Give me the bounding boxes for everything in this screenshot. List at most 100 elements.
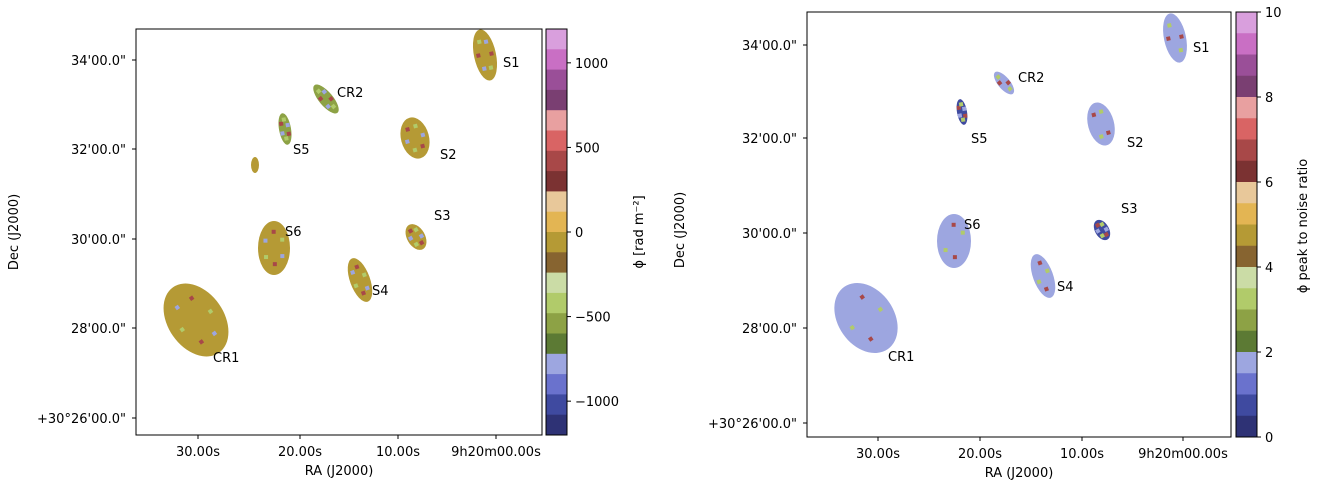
colorbar-tick-label: 10 (1265, 6, 1282, 21)
pixel-speckle (943, 248, 948, 253)
pixel-speckle (488, 65, 494, 71)
right-panel: S1 CR2 S5 S2 S3 S6 S4 CR1 30.00s 20.00s 10.00s 9h2… (673, 6, 1311, 481)
pixel-speckle (280, 237, 285, 242)
pixel-speckle (407, 235, 414, 242)
pixel-speckle (1094, 222, 1101, 229)
pixel-speckle (1103, 231, 1110, 238)
pixel-speckle (364, 285, 370, 291)
left-colorbar-label: ϕ [rad m⁻²] (632, 195, 647, 268)
pixel-speckle (1171, 48, 1177, 54)
right-source-labels: S1 CR2 S5 S2 S3 S6 S4 CR1 (888, 41, 1210, 365)
left-source-map (163, 29, 498, 357)
y-tick-label: 30'00.0" (742, 227, 797, 242)
y-tick-label: 34'00.0" (742, 39, 797, 54)
pixel-speckle (271, 229, 276, 234)
source-blob-unlabeled (251, 157, 259, 173)
x-tick-label: 20.00s (958, 447, 1002, 462)
left-source-labels: S1 CR2 S5 S2 S3 S6 S4 CR1 (213, 56, 520, 366)
y-tick-label: 32'00.0" (71, 143, 126, 158)
pixel-speckle (354, 264, 360, 270)
colorbar-segment (546, 110, 567, 131)
colorbar-segment (1236, 288, 1257, 310)
colorbar-tick-label: 0 (1265, 431, 1273, 446)
colorbar-segment (1236, 139, 1257, 162)
source-cr2 (993, 71, 1015, 95)
left-y-axis: 34'00.0" 32'00.0" 30'00.0" 28'00.0" +30°26'0… (37, 54, 136, 427)
right-source-map (834, 13, 1187, 354)
y-tick-label: 34'00.0" (71, 54, 126, 69)
pixel-speckle (960, 247, 965, 252)
source-s5 (956, 99, 968, 125)
pixel-speckle (942, 231, 947, 236)
y-tick-label: 28'00.0" (742, 322, 797, 337)
x-tick-label: 9h20m00.00s (1138, 447, 1228, 462)
source-label: S3 (434, 209, 451, 224)
pixel-speckle (1043, 286, 1050, 292)
pixel-speckle (1007, 85, 1013, 92)
colorbar-tick-label: 8 (1265, 91, 1273, 106)
pixel-speckle (1005, 79, 1012, 86)
x-tick-label: 30.00s (176, 445, 220, 460)
pixel-speckle (867, 336, 874, 342)
left-y-axis-title: Dec (J2000) (7, 194, 22, 270)
source-blob (937, 214, 971, 268)
pixel-speckle (412, 147, 418, 153)
colorbar-segment (1236, 203, 1257, 225)
colorbar-segment (546, 171, 567, 192)
source-label: S2 (1127, 136, 1144, 151)
pixel-speckle (1091, 112, 1097, 118)
pixel-speckle (960, 117, 966, 123)
pixel-speckle (958, 102, 964, 107)
right-colorbar-label: ϕ peak to noise ratio (1296, 159, 1311, 293)
colorbar-segment (1236, 415, 1257, 438)
source-label: S4 (1057, 280, 1074, 295)
pixel-speckle (188, 295, 195, 302)
source-s4 (1030, 254, 1056, 298)
pixel-speckle (179, 326, 186, 333)
x-tick-label: 30.00s (856, 447, 900, 462)
source-s2 (1087, 102, 1115, 146)
colorbar-segment (1236, 224, 1257, 247)
colorbar-segment (546, 89, 567, 111)
colorbar-segment (546, 272, 567, 294)
pixel-speckle (1178, 47, 1184, 53)
source-s3 (1093, 219, 1111, 241)
pixel-speckle (1105, 130, 1111, 136)
colorbar-segment (1236, 54, 1257, 77)
colorbar-tick-label: 500 (575, 141, 600, 156)
pixel-speckle (881, 327, 887, 334)
colorbar-segment (546, 49, 567, 71)
pixel-speckle (360, 290, 367, 296)
y-tick-label: 28'00.0" (71, 322, 126, 337)
pixel-speckle (1002, 86, 1009, 92)
pixel-speckle (849, 324, 856, 331)
pixel-speckle (877, 306, 884, 313)
colorbar-segment (1236, 118, 1257, 140)
source-blob (278, 113, 292, 145)
pixel-speckle (405, 126, 411, 132)
colorbar-tick-label: 0 (575, 226, 583, 241)
source-label: S6 (964, 218, 981, 233)
pixel-speckle (1173, 22, 1179, 28)
pixel-speckle (207, 308, 214, 315)
pixel-speckle (413, 241, 420, 248)
colorbar-segment (546, 394, 567, 416)
colorbar-segment (1236, 394, 1257, 417)
colorbar-segment (546, 130, 567, 152)
pixel-speckle (328, 96, 334, 102)
pixel-speckle (960, 230, 965, 235)
colorbar-segment (1236, 352, 1257, 374)
pixel-speckle (1033, 265, 1039, 272)
pixel-speckle (420, 143, 426, 149)
source-s6 (258, 221, 290, 275)
colorbar-segment (1236, 75, 1257, 98)
source-blob (258, 221, 290, 275)
source-label: CR2 (1018, 71, 1044, 86)
colorbar-segment (1236, 309, 1257, 332)
pixel-speckle (961, 106, 967, 112)
pixel-speckle (280, 131, 285, 136)
pixel-speckle (1103, 226, 1110, 232)
pixel-speckle (407, 228, 414, 234)
source-blob (1030, 254, 1056, 298)
pixel-speckle (404, 139, 410, 145)
